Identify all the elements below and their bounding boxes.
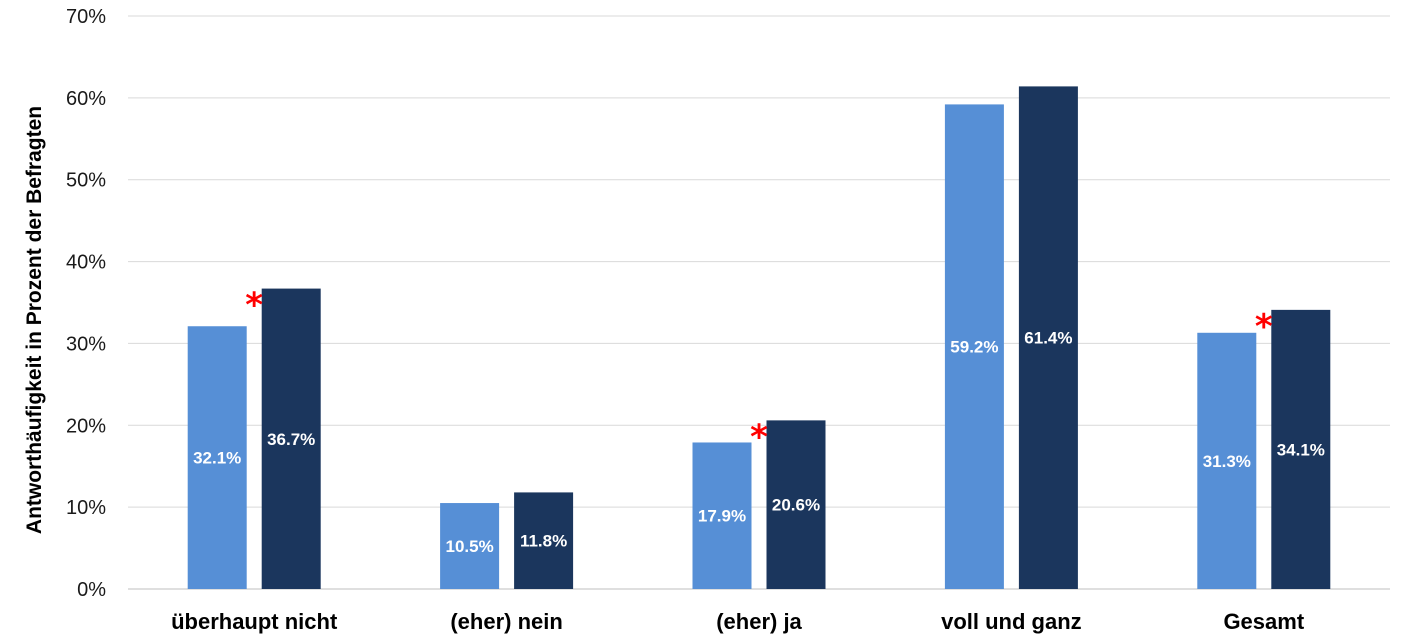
- y-tick-label: 20%: [66, 415, 106, 437]
- bar-series1: [944, 104, 1004, 590]
- y-tick-label: 30%: [66, 333, 106, 355]
- y-axis-label: Antworthäufigkeit in Prozent der Befragt…: [23, 106, 46, 534]
- x-category-label: voll und ganz: [941, 609, 1082, 634]
- x-category-label: Gesamt: [1223, 609, 1304, 634]
- data-label: 61.4%: [1024, 329, 1072, 348]
- bar-series2: [514, 492, 574, 589]
- data-label: 10.5%: [445, 537, 493, 556]
- data-label: 32.1%: [193, 449, 241, 468]
- bar-series2: [261, 288, 321, 589]
- significance-marker: *: [1255, 307, 1273, 347]
- y-tick-label: 70%: [66, 6, 106, 28]
- data-label: 59.2%: [950, 338, 998, 357]
- data-label: 34.1%: [1277, 440, 1325, 459]
- bar-series1: [440, 503, 500, 589]
- bar-series1: [187, 326, 247, 589]
- bar-series2: [1018, 86, 1078, 589]
- gridlines: [128, 15, 1390, 590]
- significance-marker: *: [750, 417, 768, 457]
- y-tick-label: 40%: [66, 252, 106, 274]
- x-category-label: (eher) nein: [450, 609, 562, 634]
- x-category-label: überhaupt nicht: [171, 609, 338, 634]
- data-label: 11.8%: [520, 532, 567, 551]
- y-tick-label: 60%: [66, 88, 106, 110]
- bar-series2: [766, 420, 826, 589]
- y-tick-label: 50%: [66, 170, 106, 192]
- significance-marker: *: [245, 286, 263, 326]
- bar-series2: [1271, 309, 1331, 589]
- y-tick-label: 10%: [66, 497, 106, 519]
- y-tick-label: 0%: [77, 579, 106, 601]
- bars: [187, 86, 1331, 590]
- y-axis-ticks: 0% 10% 20% 30% 40% 50% 60% 70%: [66, 6, 106, 601]
- x-category-label: (eher) ja: [716, 609, 802, 634]
- data-label: 20.6%: [772, 496, 820, 515]
- significance-markers: * * *: [245, 286, 1273, 458]
- bar-series1: [692, 442, 752, 589]
- data-labels: 32.1% 36.7% 10.5% 11.8% 17.9% 20.6% 59.2% 61.4%…: [193, 329, 1325, 556]
- bar-series1: [1197, 332, 1257, 589]
- data-label: 31.3%: [1203, 452, 1251, 471]
- data-label: 17.9%: [698, 507, 746, 526]
- data-label: 36.7%: [267, 430, 315, 449]
- x-axis-categories: überhaupt nicht (eher) nein (eher) ja voll …: [171, 609, 1305, 634]
